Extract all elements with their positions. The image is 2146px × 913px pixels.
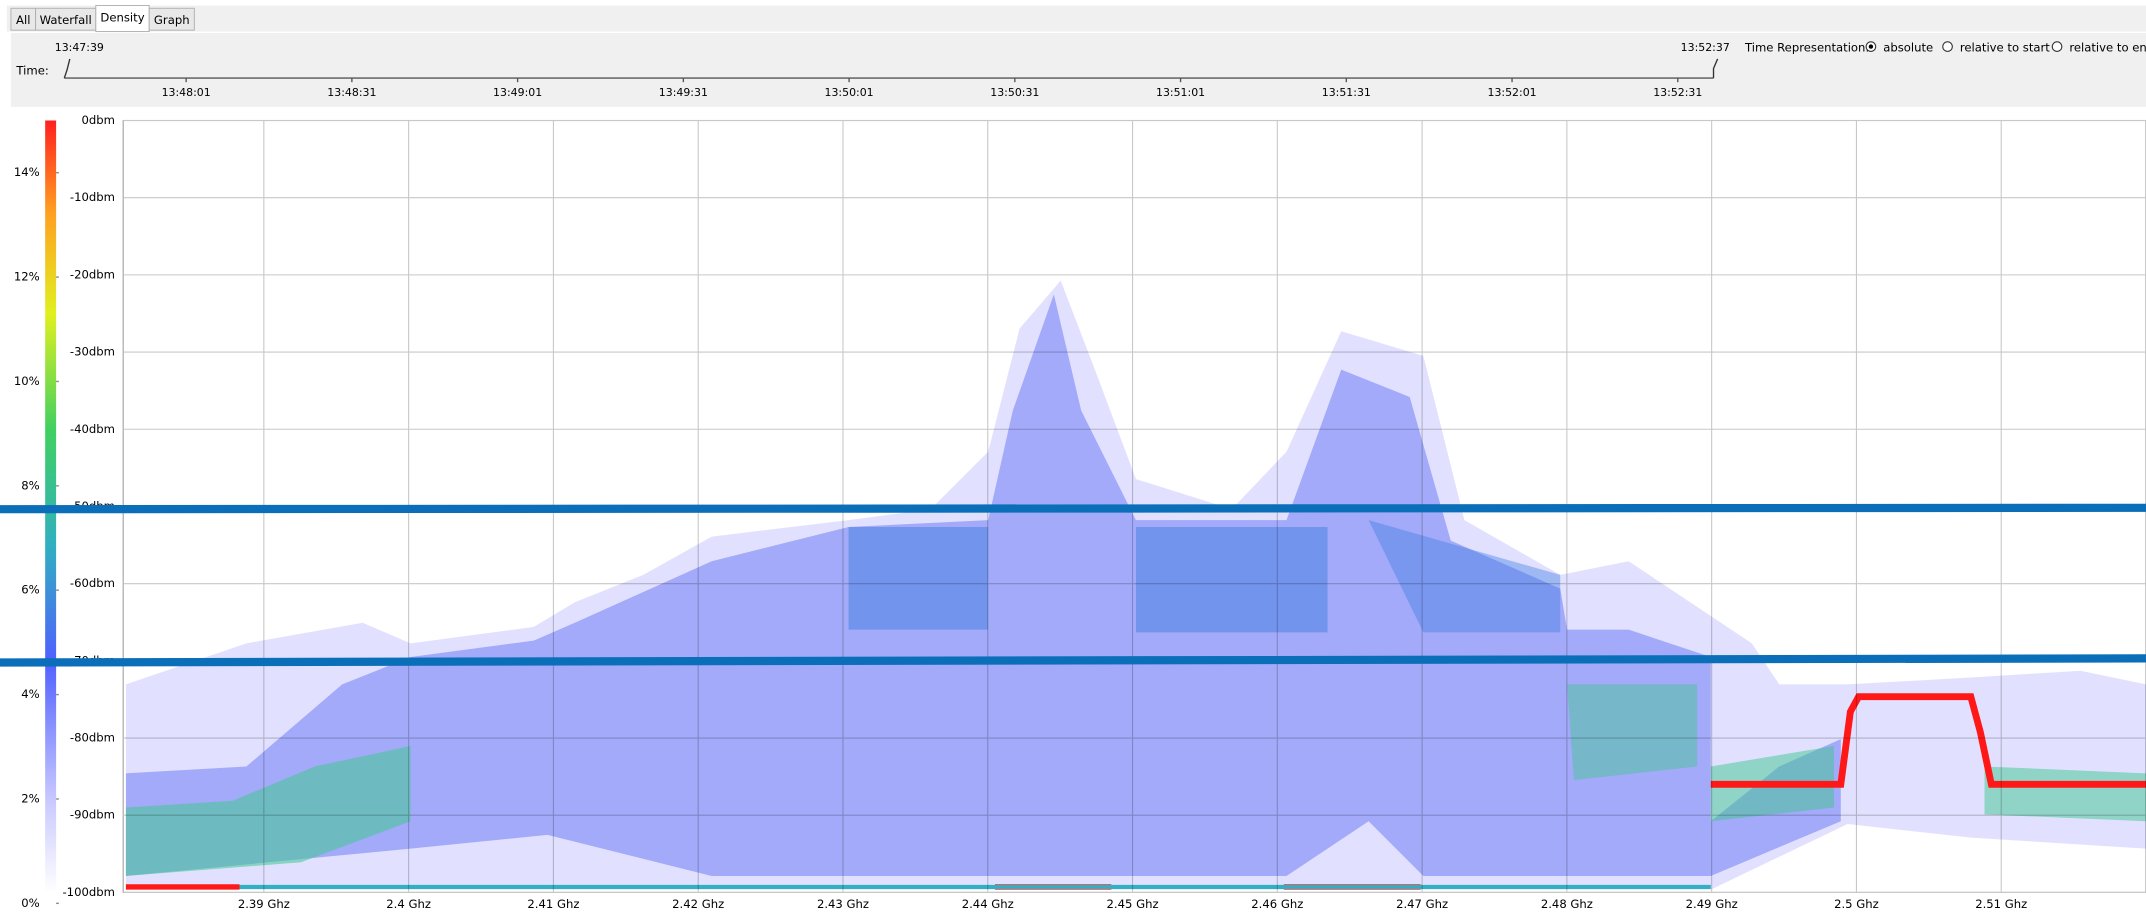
time-tick-label: 13:48:31 — [327, 86, 376, 99]
x-tick-label: 2.4 Ghz — [386, 897, 431, 911]
time-panel — [10, 32, 2146, 107]
radio-dot — [1868, 44, 1874, 49]
radio-button[interactable] — [2051, 41, 2063, 52]
density-green — [1984, 766, 2146, 822]
time-tick-label: 13:50:01 — [825, 86, 874, 99]
marker-line — [0, 654, 2146, 667]
y-tick-label: -60dbm — [70, 576, 115, 590]
y-tick-label: -10dbm — [70, 190, 115, 204]
x-tick-label: 2.44 Ghz — [962, 897, 1014, 911]
radio-label[interactable]: relative to start — [1960, 40, 2050, 54]
time-tick-label: 13:49:01 — [493, 86, 542, 99]
y-tick-label: 0dbm — [81, 113, 114, 127]
time-tick-label: 13:52:01 — [1487, 86, 1536, 99]
y-tick-label: -30dbm — [70, 345, 115, 359]
time-tick-label: 13:50:31 — [990, 86, 1039, 99]
density-heatmap — [125, 280, 2146, 890]
x-tick-label: 2.51 Ghz — [1975, 897, 2027, 911]
tabs: All Waterfall Density Graph — [10, 5, 195, 33]
density-high — [1368, 520, 1561, 633]
y-tick-label: -40dbm — [70, 422, 115, 436]
marker-line — [0, 503, 2146, 514]
color-tick-label: 14% — [14, 165, 40, 179]
time-representation-label: Time Representation: — [1744, 40, 1869, 54]
time-tick-label: 13:48:01 — [162, 86, 211, 99]
x-tick-label: 2.42 Ghz — [672, 897, 724, 911]
color-tick-label: 8% — [21, 478, 39, 492]
tab-bar — [6, 5, 2146, 32]
radio-label[interactable]: relative to end — [2069, 40, 2146, 54]
start-handle — [63, 58, 71, 79]
time-tick-label: 13:51:01 — [1156, 86, 1205, 99]
tab-label[interactable]: All — [16, 13, 30, 27]
x-tick-label: 2.5 Ghz — [1834, 897, 1879, 911]
x-tick-label: 2.49 Ghz — [1686, 897, 1738, 911]
axis-labels: 0dbm-10dbm-20dbm-30dbm-40dbm-50dbm-60dbm… — [14, 113, 2027, 911]
color-tick-label: 10% — [14, 374, 40, 388]
radio-button[interactable] — [1942, 41, 1953, 52]
y-tick-label: -90dbm — [70, 808, 115, 822]
end-handle — [1712, 58, 1719, 79]
density-high — [848, 526, 989, 630]
x-tick-label: 2.45 Ghz — [1107, 897, 1159, 911]
radio-label[interactable]: absolute — [1883, 40, 1933, 54]
time-tick-label: 13:49:31 — [659, 86, 708, 99]
time-tick-label: 13:51:31 — [1322, 86, 1371, 99]
color-tick-label: 4% — [21, 687, 39, 701]
tab[interactable] — [148, 7, 195, 31]
strong-signal — [1710, 693, 2146, 788]
tab-label[interactable]: Waterfall — [40, 13, 92, 27]
x-tick-label: 2.48 Ghz — [1541, 897, 1593, 911]
color-tick-label: 12% — [14, 270, 40, 284]
x-tick-label: 2.39 Ghz — [238, 897, 290, 911]
time-controls: Time: 13:47:39 13:52:37 13:48:01 13:48:31 13:… — [15, 40, 2146, 99]
y-tick-label: -80dbm — [70, 731, 115, 745]
x-tick-label: 2.41 Ghz — [527, 897, 579, 911]
x-tick-label: 2.43 Ghz — [817, 897, 869, 911]
x-tick-label: 2.47 Ghz — [1396, 897, 1448, 911]
tab-label[interactable]: Density — [100, 10, 144, 24]
time-label: Time: — [15, 64, 48, 78]
color-tick-label: 6% — [21, 583, 39, 597]
y-tick-label: -20dbm — [70, 267, 115, 281]
density-green — [1567, 684, 1698, 781]
time-start: 13:47:39 — [55, 41, 104, 54]
color-tick-label: 0% — [21, 896, 39, 910]
x-tick-label: 2.46 Ghz — [1251, 897, 1303, 911]
density-green — [125, 745, 411, 876]
time-tick-label: 13:52:31 — [1653, 86, 1702, 99]
density-high — [1135, 526, 1328, 633]
tab-label[interactable]: Graph — [154, 13, 190, 27]
color-tick-label: 2% — [21, 791, 39, 805]
time-end: 13:52:37 — [1681, 41, 1730, 54]
y-tick-label: -100dbm — [62, 885, 114, 899]
